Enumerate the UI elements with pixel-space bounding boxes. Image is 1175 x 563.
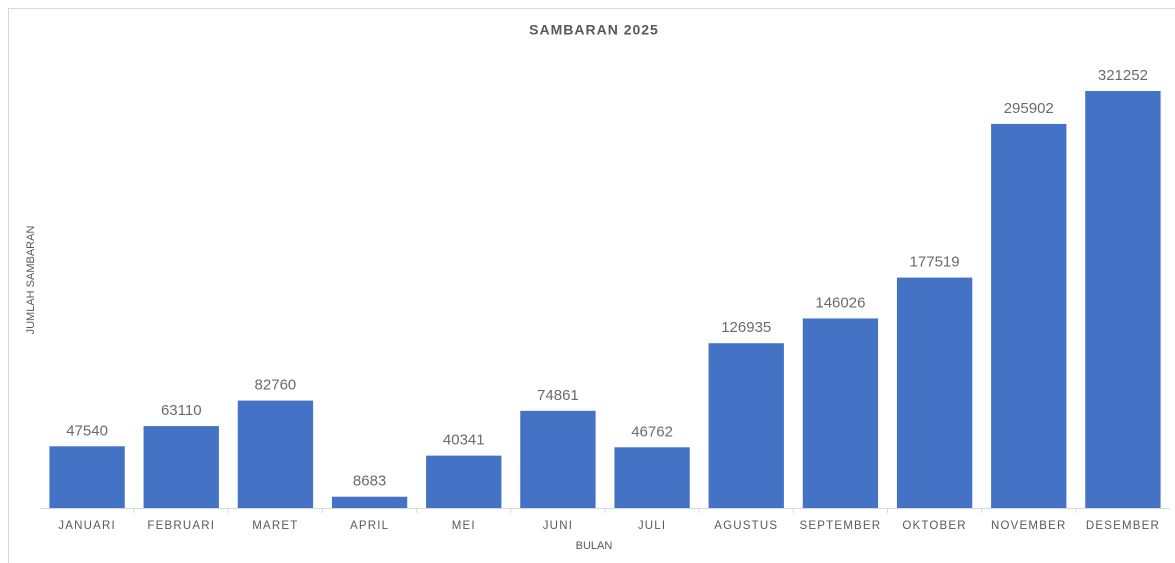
y-axis-title: JUMLAH SAMBARAN <box>25 226 37 335</box>
x-tick-label: SEPTEMBER <box>800 520 882 532</box>
x-axis-title: BULAN <box>576 540 613 552</box>
x-tick-label: APRIL <box>350 520 389 532</box>
data-label: 8683 <box>353 473 386 490</box>
bar <box>331 496 408 508</box>
bar <box>520 410 596 508</box>
data-label: 146026 <box>815 294 865 311</box>
x-tick-label: MARET <box>252 520 298 532</box>
bar <box>49 446 125 508</box>
data-label: 82760 <box>255 377 297 394</box>
data-label: 47540 <box>66 422 108 439</box>
bar <box>991 123 1067 508</box>
data-label: 126935 <box>721 319 771 336</box>
x-tick-label: FEBRUARI <box>147 520 215 532</box>
data-label: 40341 <box>443 432 485 449</box>
data-label: 63110 <box>161 402 202 419</box>
bar <box>237 400 314 508</box>
x-tick-label: NOVEMBER <box>991 520 1066 532</box>
data-label: 177519 <box>910 254 960 271</box>
x-tick-label: MEI <box>452 520 476 532</box>
bar <box>708 343 784 508</box>
bar <box>802 318 879 508</box>
data-label: 74861 <box>537 387 579 404</box>
x-tick-label: JULI <box>638 520 666 532</box>
bar <box>896 277 973 508</box>
bar <box>614 447 690 508</box>
chart-title: SAMBARAN 2025 <box>529 22 659 38</box>
data-label: 321252 <box>1098 67 1148 84</box>
bar <box>426 455 502 508</box>
data-label: 295902 <box>1004 100 1054 117</box>
x-tick-label: JANUARI <box>58 520 116 532</box>
x-tick-label: DESEMBER <box>1086 520 1160 532</box>
x-tick-label: OKTOBER <box>902 520 966 532</box>
data-label: 46762 <box>631 423 673 440</box>
bar <box>1085 91 1161 508</box>
x-tick-label: AGUSTUS <box>714 520 778 532</box>
bar <box>143 426 219 508</box>
x-tick-label: JUNI <box>543 520 573 532</box>
